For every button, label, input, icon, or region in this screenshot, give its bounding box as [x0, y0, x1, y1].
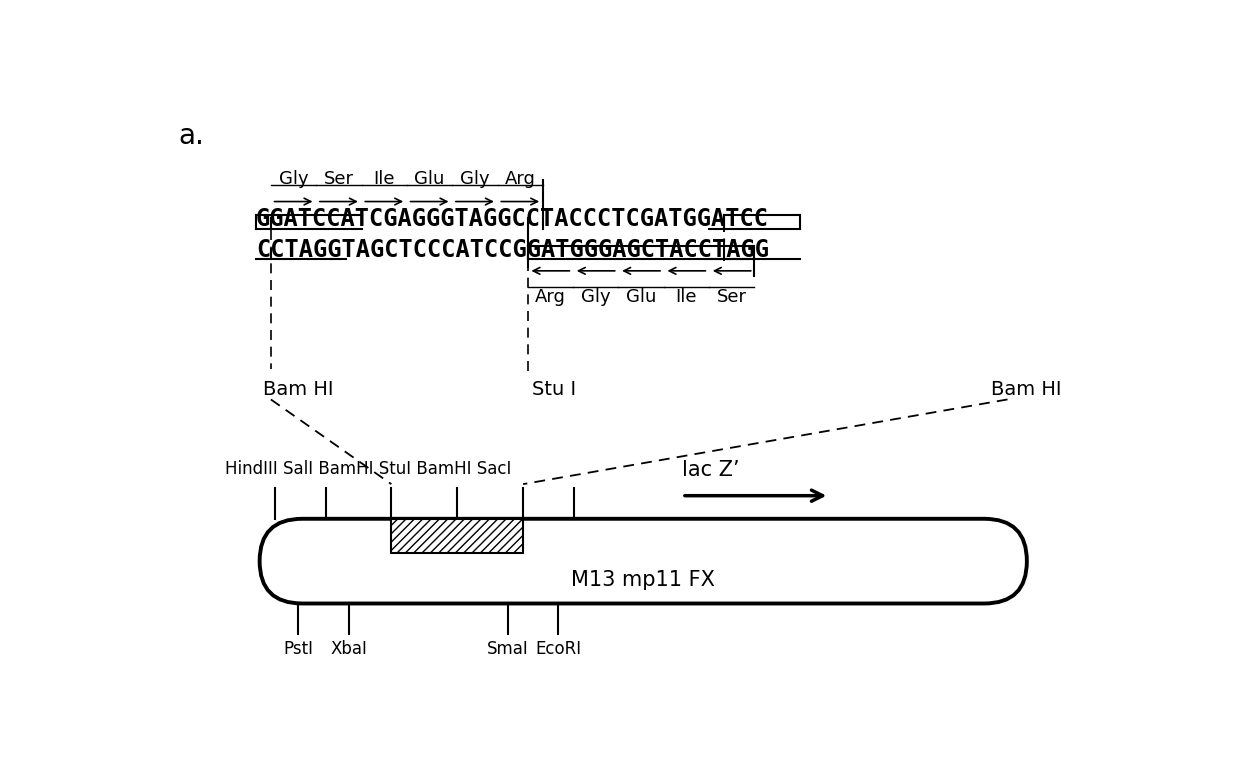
Text: Arg: Arg — [534, 288, 565, 306]
Text: XbaI: XbaI — [330, 640, 367, 658]
Text: Bam HI: Bam HI — [263, 380, 334, 399]
Text: Glu: Glu — [414, 170, 445, 188]
Text: Gly: Gly — [582, 288, 610, 306]
Text: SmaI: SmaI — [487, 640, 528, 658]
Text: GGATCCATCGAGGGTAGGCCTACCCTCGATGGATCC: GGATCCATCGAGGGTAGGCCTACCCTCGATGGATCC — [255, 207, 769, 231]
Text: lac Z’: lac Z’ — [682, 460, 739, 480]
Text: M13 mp11 FX: M13 mp11 FX — [572, 571, 715, 591]
Text: Bam HI: Bam HI — [991, 380, 1061, 399]
Text: PstI: PstI — [284, 640, 314, 658]
Text: Gly: Gly — [460, 170, 490, 188]
Text: Stu I: Stu I — [532, 380, 575, 399]
Text: EcoRI: EcoRI — [534, 640, 582, 658]
FancyBboxPatch shape — [259, 519, 1027, 604]
Text: Ser: Ser — [324, 170, 353, 188]
Text: Ile: Ile — [676, 288, 697, 306]
Text: HindIII SalI BamHI StuI BamHI SacI: HindIII SalI BamHI StuI BamHI SacI — [224, 460, 511, 478]
Text: Arg: Arg — [505, 170, 536, 188]
Text: Glu: Glu — [626, 288, 656, 306]
Text: a.: a. — [179, 122, 205, 150]
Text: Ser: Ser — [717, 288, 746, 306]
Text: CCTAGGTAGCTCCCATCCGGATGGGAGCTACCTAGG: CCTAGGTAGCTCCCATCCGGATGGGAGCTACCTAGG — [255, 238, 769, 262]
Text: Gly: Gly — [279, 170, 309, 188]
Text: Ile: Ile — [373, 170, 396, 188]
Bar — [392, 519, 523, 553]
